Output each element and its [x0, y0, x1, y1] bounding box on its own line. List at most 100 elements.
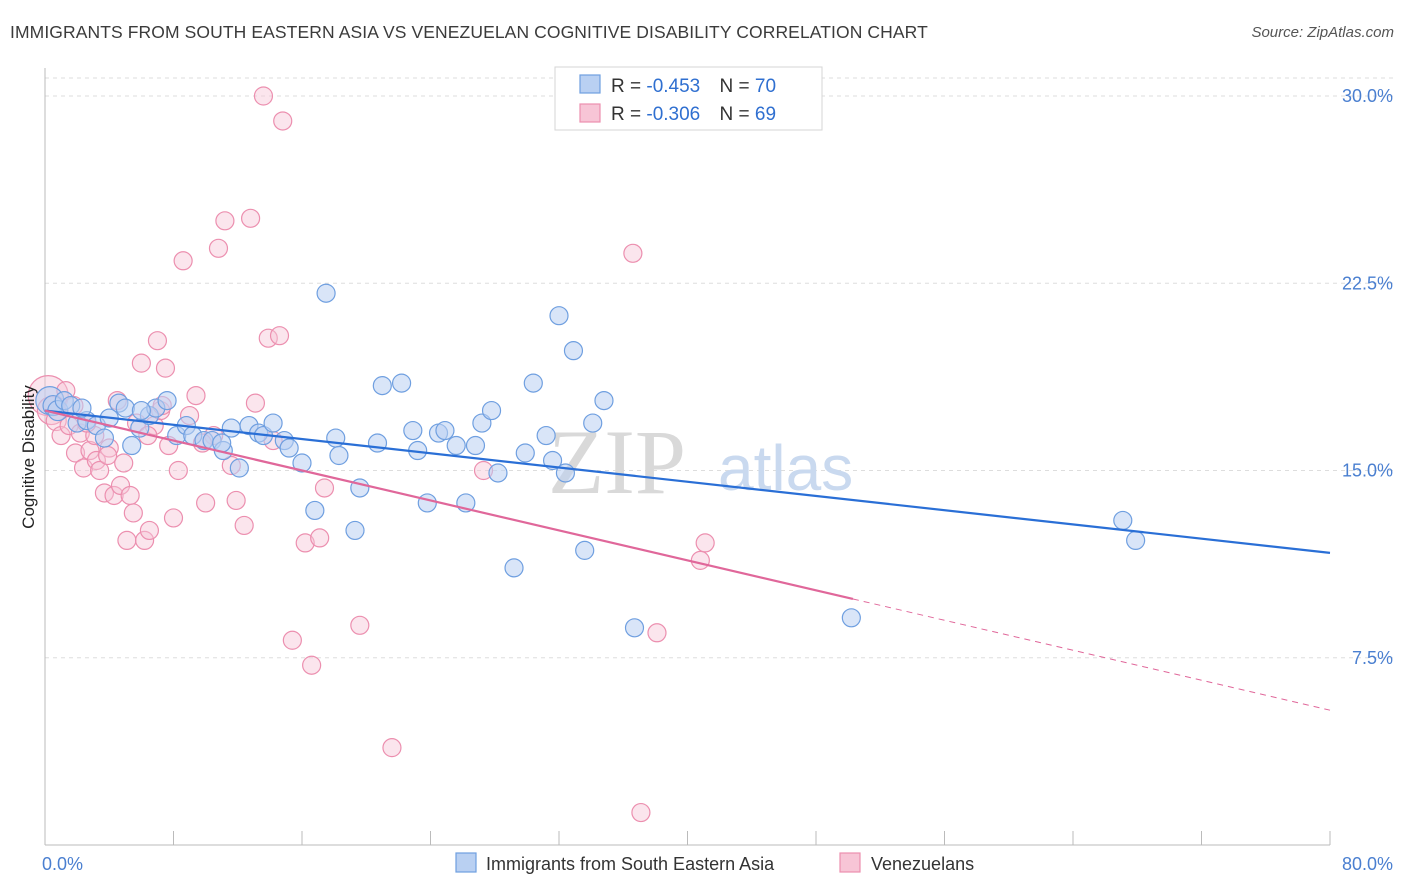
- venezuelan-point-42: [241, 208, 261, 228]
- legend-r-value-1: -0.453: [646, 76, 700, 97]
- sea-point-66: [1126, 530, 1146, 551]
- venezuelan-point-51: [302, 655, 322, 675]
- venezuelan-point-17: [110, 475, 131, 496]
- venezuelan-point-50: [295, 533, 315, 553]
- legend-r-label-2: R =: [611, 104, 646, 125]
- venezuelan-point-36: [196, 493, 216, 513]
- venezuelan-point-49: [282, 630, 302, 650]
- sea-point-54: [523, 373, 543, 393]
- trend-line-0: [44, 409, 1331, 554]
- legend-r-value-2: -0.306: [646, 104, 700, 125]
- legend-swatch-blue: [579, 74, 601, 94]
- venezuelan-point-58: [623, 243, 643, 263]
- venezuelan-point-25: [139, 520, 160, 541]
- axes: [44, 68, 1331, 846]
- sea-point-61: [583, 413, 603, 433]
- sea-point-62: [594, 390, 614, 411]
- x-tick-label-0: 0.0%: [42, 854, 83, 874]
- trend-line-1: [44, 409, 854, 601]
- legend-row-1: R = -0.453 N = 70: [611, 76, 776, 97]
- sea-point-63: [624, 618, 645, 638]
- venezuelan-point-21: [123, 503, 143, 523]
- sea-point-39: [372, 376, 392, 396]
- venezuelan-point-41: [234, 515, 254, 536]
- legend-n-value-1: 70: [755, 76, 776, 97]
- venezuelan-point-15: [104, 485, 124, 506]
- sea-point-33: [316, 283, 336, 303]
- sea-point-31: [292, 453, 312, 473]
- sea-point-16: [157, 390, 177, 411]
- y-tick-labels: 7.5% 15.0% 22.5% 30.0%: [1342, 86, 1393, 668]
- series-legend-swatch-pink: [839, 852, 861, 873]
- watermark-zip: ZIP: [548, 411, 686, 513]
- sea-point-51: [488, 463, 508, 483]
- sea-point-56: [542, 450, 563, 471]
- venezuelan-point-12: [90, 460, 110, 481]
- sea-point-38: [367, 433, 388, 453]
- y-tick-label-1: 15.0%: [1342, 461, 1393, 481]
- sea-point-67: [131, 400, 151, 421]
- sea-point-43: [417, 493, 437, 513]
- sea-point-46: [446, 435, 466, 456]
- sea-point-59: [563, 341, 584, 361]
- sea-point-24: [229, 458, 249, 478]
- sea-point-50: [481, 400, 502, 421]
- y-tick-label-3: 30.0%: [1342, 86, 1393, 106]
- sea-point-55: [536, 425, 556, 446]
- sea-point-64: [841, 608, 861, 628]
- venezuelan-point-44: [253, 86, 274, 106]
- venezuelan-point-20: [120, 485, 140, 506]
- venezuelan-point-35: [186, 386, 206, 406]
- sea-point-48: [465, 435, 486, 456]
- venezuelan-point-32: [168, 460, 188, 481]
- sea-point-32: [305, 500, 325, 521]
- venezuelan-point-57: [631, 802, 651, 823]
- chart-title: IMMIGRANTS FROM SOUTH EASTERN ASIA VS VE…: [10, 22, 928, 42]
- legend-row-2: R = -0.306 N = 69: [611, 104, 776, 125]
- sea-point-40: [391, 373, 412, 393]
- venezuelan-point-24: [134, 530, 155, 551]
- venezuelan-point-9: [80, 440, 100, 461]
- sea-point-41: [403, 420, 423, 441]
- venezuelan-point-68: [98, 445, 118, 466]
- source-label: Source: ZipAtlas.com: [1251, 24, 1394, 41]
- series-legend-label-pink: Venezuelans: [871, 854, 974, 874]
- venezuelan-point-55: [382, 738, 402, 758]
- x-tick-label-1: 80.0%: [1342, 854, 1393, 874]
- sea-point-45: [435, 420, 455, 441]
- legend-n-value-2: 69: [755, 104, 776, 125]
- venezuelan-point-52: [310, 528, 330, 548]
- venezuelan-point-27: [147, 331, 168, 351]
- legend-n-label-1: N =: [720, 76, 755, 97]
- grid-lines: [45, 77, 1393, 659]
- legend-r-label-1: R =: [611, 76, 646, 97]
- venezuelan-point-59: [647, 623, 667, 643]
- venezuelan-point-31: [163, 508, 184, 528]
- venezuelan-point-60: [690, 550, 710, 570]
- venezuelan-point-19: [117, 530, 137, 551]
- sea-point-8: [94, 428, 115, 448]
- venezuelan-point-23: [131, 353, 151, 373]
- venezuelan-point-43: [245, 393, 266, 413]
- venezuelan-point-18: [114, 453, 134, 473]
- sea-point-60: [575, 540, 595, 560]
- venezuelan-point-6: [65, 443, 86, 463]
- venezuelan-point-47: [269, 326, 290, 346]
- sea-point-53: [515, 443, 535, 463]
- y-tick-label-0: 7.5%: [1352, 648, 1393, 668]
- venezuelan-point-33: [173, 251, 193, 271]
- trend-lines: [44, 409, 1331, 711]
- venezuelan-point-3: [51, 425, 71, 446]
- venezuelan-point-38: [208, 238, 229, 258]
- stats-legend: R = -0.453 N = 70 R = -0.306 N = 69: [554, 66, 823, 131]
- venezuelan-point-45: [258, 328, 278, 348]
- venezuelan-point-29: [155, 358, 176, 378]
- y-tick-label-2: 22.5%: [1342, 273, 1393, 293]
- series-legend: Immigrants from South Eastern Asia Venez…: [455, 852, 974, 874]
- sea-point-36: [345, 520, 365, 541]
- venezuelan-point-39: [215, 211, 235, 231]
- legend-n-label-2: N =: [720, 104, 755, 125]
- venezuelan-point-53: [314, 478, 335, 498]
- legend-swatch-pink: [579, 103, 601, 123]
